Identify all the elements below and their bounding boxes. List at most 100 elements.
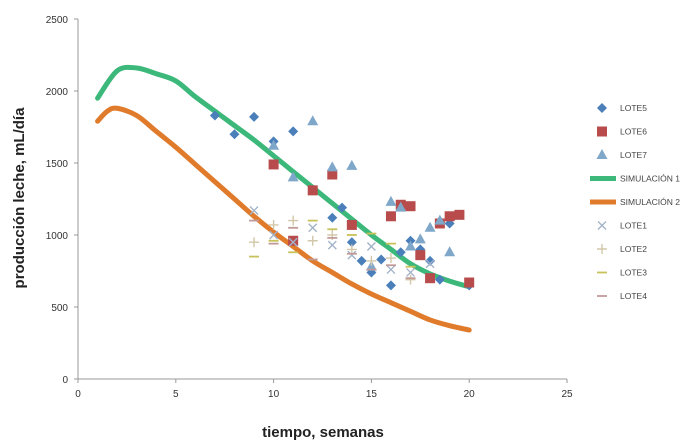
legend-label: LOTE4 <box>620 291 647 301</box>
data-point-lote6 <box>454 209 465 220</box>
y-tick-label: 2500 <box>46 15 69 26</box>
data-point-lote5 <box>395 247 406 258</box>
series-lote3 <box>249 219 416 268</box>
data-point-lote6 <box>415 250 426 261</box>
y-tick-labels: 0 500 1000 1500 2000 2500 <box>46 15 78 386</box>
legend-label: LOTE3 <box>620 268 647 278</box>
legend-label: LOTE2 <box>620 244 647 254</box>
axes <box>77 19 567 380</box>
data-point-lote5 <box>288 126 299 137</box>
data-point-lote5 <box>376 254 387 265</box>
data-point-lote7 <box>405 240 417 251</box>
legend-item-lote3: LOTE3 <box>597 268 647 278</box>
y-tick-label: 1000 <box>46 231 69 242</box>
x-tick-label: 15 <box>366 389 378 400</box>
data-point-lote7 <box>346 159 358 170</box>
y-axis-title: producción leche, mL/día <box>11 107 28 289</box>
data-point-lote7 <box>287 171 299 182</box>
x-tick-label: 5 <box>173 389 179 400</box>
data-point-lote2 <box>268 219 279 230</box>
x-tick-labels: 0 5 10 15 20 25 <box>75 379 573 400</box>
x-tick-label: 20 <box>464 389 476 400</box>
data-point-lote2 <box>288 215 299 226</box>
data-point-lote6 <box>385 211 396 222</box>
data-point-lote7 <box>268 139 280 150</box>
legend-label: LOTE7 <box>620 150 647 160</box>
data-point-lote5 <box>356 255 367 266</box>
data-point-lote6 <box>444 211 455 222</box>
legend-swatch <box>597 103 607 113</box>
legend-item-lote6: LOTE6 <box>597 126 647 137</box>
data-point-lote7 <box>307 115 319 126</box>
legend-label: SIMULACIÓN 2 <box>620 197 680 207</box>
data-point-lote6 <box>327 169 338 180</box>
data-point-lote1 <box>425 259 435 269</box>
data-point-lote1 <box>386 265 396 275</box>
data-point-lote6 <box>288 235 299 246</box>
data-point-lote1 <box>269 230 279 240</box>
legend-item-simulacion-2: SIMULACIÓN 2 <box>590 197 680 207</box>
data-point-lote2 <box>366 255 377 266</box>
data-point-lote5 <box>327 212 338 223</box>
data-point-lote5 <box>249 111 260 122</box>
series-lote2 <box>249 215 416 285</box>
legend-item-simulacion-1: SIMULACIÓN 1 <box>590 174 680 184</box>
data-point-lote7 <box>385 195 397 206</box>
legend-item-lote4: LOTE4 <box>597 291 647 301</box>
data-point-lote2 <box>249 237 260 248</box>
data-point-lote1 <box>406 267 416 277</box>
legend-label: LOTE5 <box>620 103 647 113</box>
data-point-lote7 <box>424 221 436 232</box>
data-point-lote7 <box>414 233 426 244</box>
data-point-lote5 <box>337 202 348 213</box>
data-point-lote2 <box>385 253 396 264</box>
data-point-lote7 <box>444 246 456 257</box>
series-lote4 <box>249 219 416 280</box>
data-point-lote2 <box>307 235 318 246</box>
data-point-lote6 <box>464 277 475 288</box>
data-point-lote1 <box>308 223 318 233</box>
data-point-lote6 <box>268 159 279 170</box>
data-point-lote1 <box>249 206 259 216</box>
y-tick-label: 500 <box>51 303 68 314</box>
line-simulacion-2 <box>95 105 472 333</box>
data-point-lote5 <box>209 110 220 121</box>
legend-label: LOTE6 <box>620 127 647 137</box>
legend-item-lote1: LOTE1 <box>597 221 647 231</box>
series-lote6 <box>268 159 475 288</box>
legend-swatch <box>597 126 607 137</box>
y-tick-label: 1500 <box>46 159 69 170</box>
data-point-lote5 <box>385 280 396 291</box>
data-point-lote1 <box>347 250 357 260</box>
x-axis-title: tiempo, semanas <box>262 424 384 441</box>
data-point-lote6 <box>307 185 318 196</box>
simulation-lines <box>95 64 472 333</box>
legend-label: SIMULACIÓN 1 <box>620 174 680 184</box>
data-point-lote1 <box>288 237 298 247</box>
x-tick-label: 10 <box>268 389 280 400</box>
data-point-lote1 <box>366 242 376 252</box>
legend-label: LOTE1 <box>620 221 647 231</box>
legend-swatch <box>596 149 608 159</box>
y-tick-label: 0 <box>62 375 68 386</box>
series-lote1 <box>249 206 435 277</box>
data-point-lote7 <box>395 201 407 212</box>
legend-swatch <box>597 244 607 254</box>
legend-item-lote7: LOTE7 <box>596 149 647 160</box>
data-point-lote2 <box>405 274 416 285</box>
data-point-lote7 <box>326 161 338 172</box>
data-point-lote6 <box>405 201 416 212</box>
y-tick-label: 2000 <box>46 87 69 98</box>
data-point-lote5 <box>425 255 436 266</box>
legend-item-lote2: LOTE2 <box>597 244 647 254</box>
x-tick-label: 25 <box>561 389 573 400</box>
data-point-lote2 <box>346 244 357 255</box>
legend-swatch <box>597 221 607 230</box>
data-point-lote6 <box>346 219 357 230</box>
data-point-lote1 <box>327 240 337 250</box>
data-point-lote5 <box>434 274 445 285</box>
data-points <box>209 110 475 291</box>
legend: LOTE5 LOTE6 LOTE7 SIMULACIÓN 1 SIMULACIÓN 2 L… <box>590 103 680 301</box>
data-point-lote5 <box>229 129 240 140</box>
